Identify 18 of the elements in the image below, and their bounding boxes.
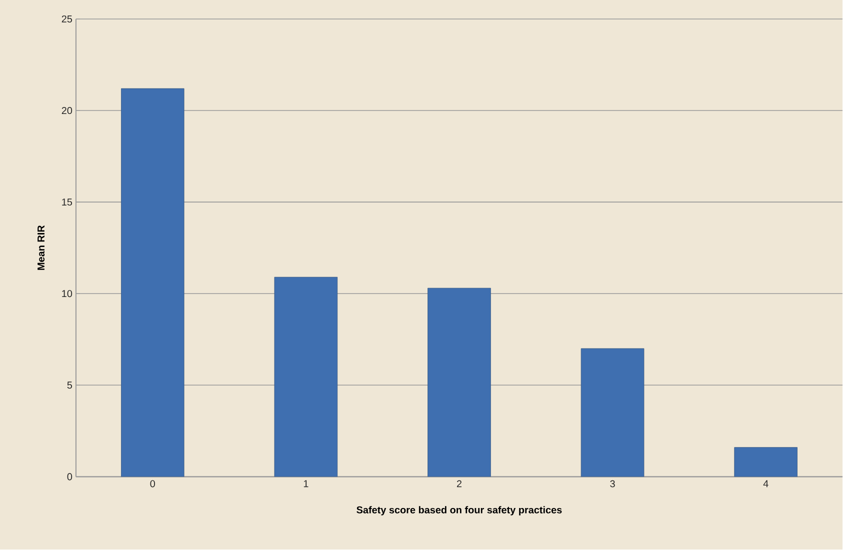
- x-tick-label: 4: [763, 480, 768, 488]
- y-tick-label: 15: [62, 198, 72, 206]
- bar: [428, 288, 491, 477]
- y-tick-label: 10: [62, 290, 72, 298]
- y-axis-title: Mean RIR: [38, 226, 45, 270]
- x-tick-label: 0: [150, 480, 155, 488]
- y-tick-label: 5: [67, 382, 72, 389]
- bar: [120, 88, 184, 477]
- bar: [734, 447, 798, 477]
- bar: [580, 348, 644, 477]
- x-axis-title: Safety score based on four safety practices: [356, 506, 562, 516]
- y-tick-label: 20: [62, 107, 72, 114]
- x-tick-label: 3: [610, 480, 615, 488]
- x-tick-label: 1: [304, 480, 308, 488]
- y-tick-label: 0: [67, 473, 72, 480]
- x-tick-label: 2: [456, 480, 462, 488]
- bar: [274, 277, 338, 477]
- y-tick-label: 25: [62, 16, 72, 23]
